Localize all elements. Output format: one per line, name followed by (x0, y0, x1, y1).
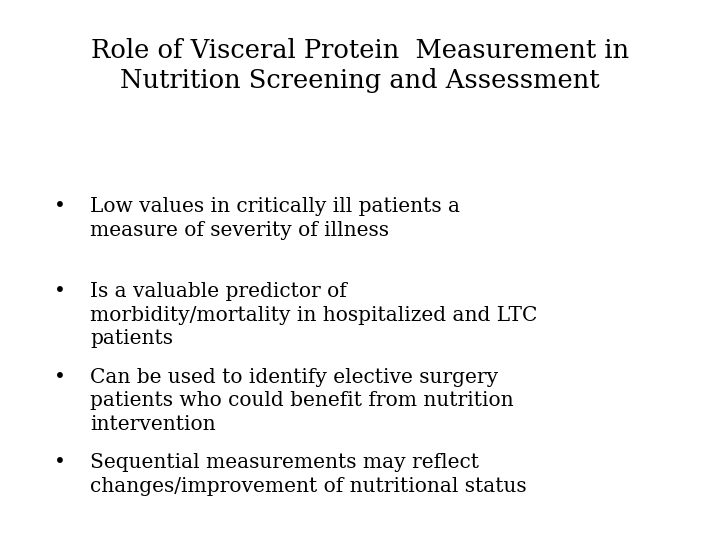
Text: •: • (54, 282, 66, 301)
Text: Can be used to identify elective surgery
patients who could benefit from nutriti: Can be used to identify elective surgery… (90, 368, 513, 434)
Text: Is a valuable predictor of
morbidity/mortality in hospitalized and LTC
patients: Is a valuable predictor of morbidity/mor… (90, 282, 537, 348)
Text: •: • (54, 197, 66, 216)
Text: Sequential measurements may reflect
changes/improvement of nutritional status: Sequential measurements may reflect chan… (90, 453, 526, 496)
Text: •: • (54, 453, 66, 472)
Text: Low values in critically ill patients a
measure of severity of illness: Low values in critically ill patients a … (90, 197, 460, 240)
Text: Role of Visceral Protein  Measurement in
Nutrition Screening and Assessment: Role of Visceral Protein Measurement in … (91, 38, 629, 93)
Text: •: • (54, 368, 66, 387)
